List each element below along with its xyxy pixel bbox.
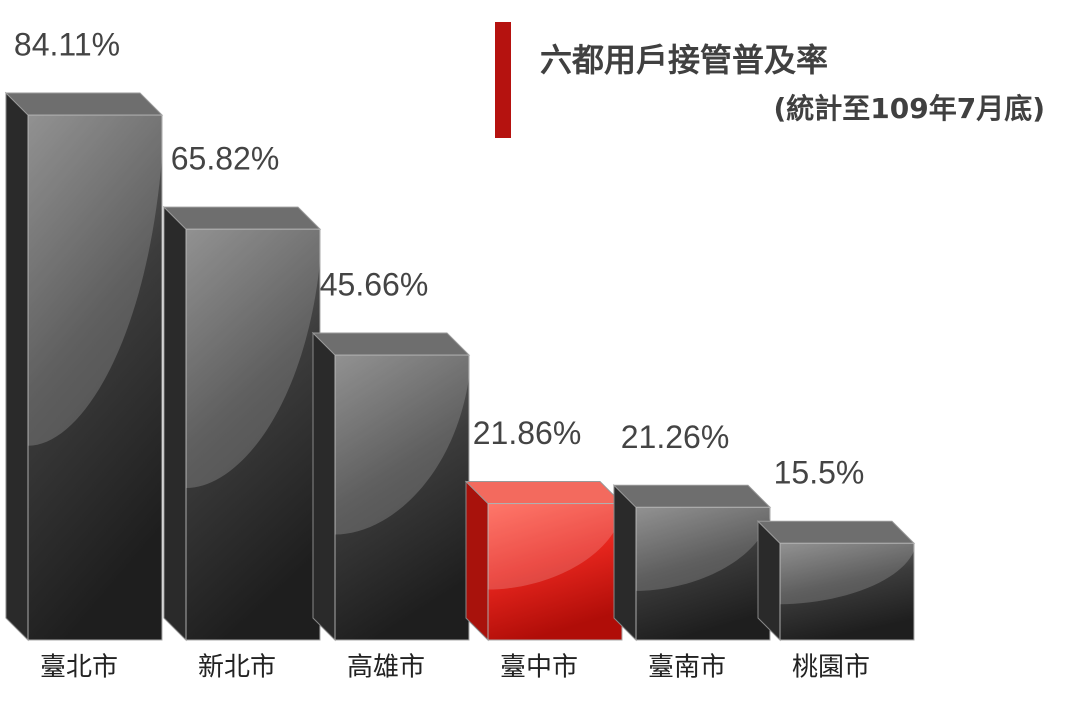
chart-title: 六都用戶接管普及率 [540,41,828,79]
bar-side [465,480,489,642]
bar-side [312,331,336,642]
x-tick-label: 高雄市 [347,653,425,683]
bar-highlight [636,507,770,591]
x-tick-label: 臺南市 [648,653,726,683]
bar [635,506,771,641]
bar-top [464,481,624,505]
value-label: 15.5% [774,455,865,491]
value-label: 45.66% [320,266,429,302]
bar-top [612,484,772,508]
bar [487,503,623,641]
bar-highlight [488,503,622,590]
x-tick-label: 新北市 [198,653,276,683]
value-label: 84.11% [14,26,120,62]
bar-side [613,484,637,642]
bar-top [4,92,164,116]
bar-side [5,91,29,642]
bar [334,354,470,641]
x-tick-label: 臺北市 [40,653,118,683]
bar-top [162,206,322,230]
bar-highlight [186,229,320,488]
bar [27,114,163,641]
value-label: 21.86% [473,415,582,451]
bar [185,228,321,641]
value-label: 21.26% [621,419,730,455]
bar-highlight [28,115,162,446]
bar-highlight [780,543,914,605]
bar-top [756,520,916,544]
x-tick-label: 臺中市 [500,653,578,683]
bar [779,542,915,641]
bar-highlight [335,354,469,535]
chart-subtitle: (統計至109年7月底) [773,92,1045,125]
bar-side [163,205,187,642]
bar-top [311,332,471,356]
title-accent [495,22,511,138]
value-label: 65.82% [171,141,280,177]
x-tick-label: 桃園市 [792,653,870,683]
